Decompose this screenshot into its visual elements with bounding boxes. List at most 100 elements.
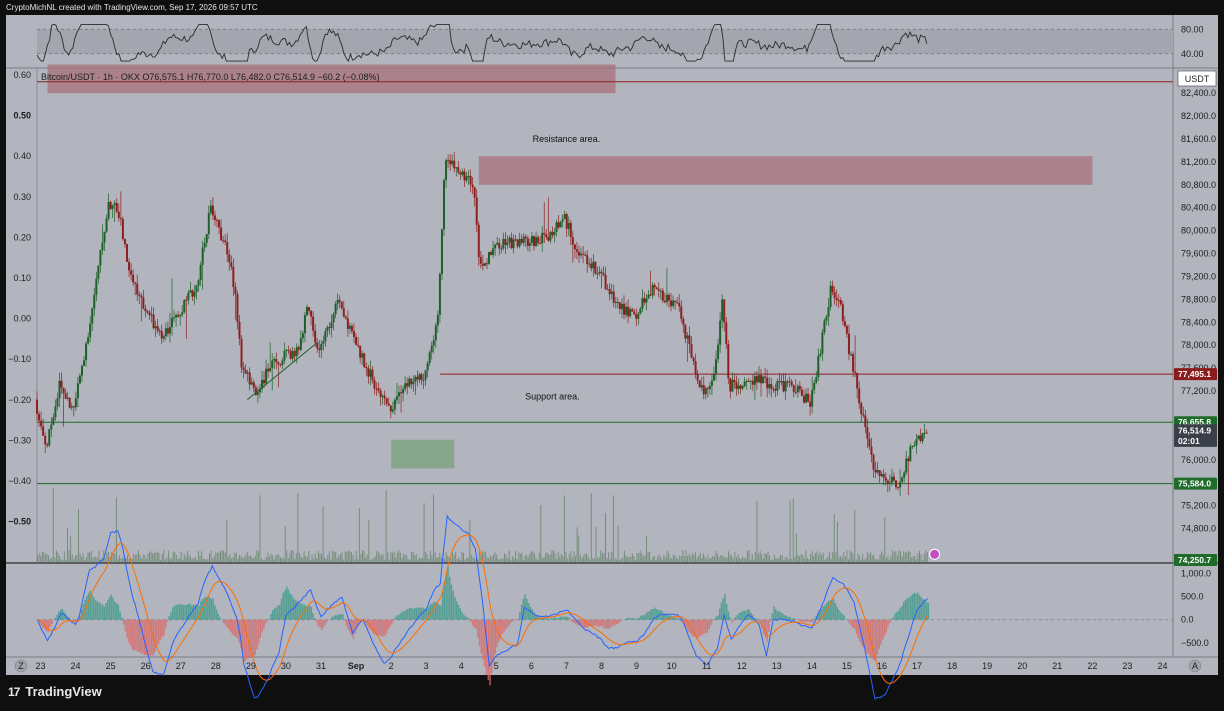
volume-bar xyxy=(896,555,898,562)
macd-histogram-bar xyxy=(98,602,100,620)
rsi-line xyxy=(36,23,928,63)
volume-bar xyxy=(813,555,815,562)
volume-bar xyxy=(131,558,133,562)
volume-bar xyxy=(892,550,894,562)
volume-bar xyxy=(849,550,851,562)
auto-scale-button-label: A xyxy=(1192,661,1198,671)
macd-histogram-bar xyxy=(317,619,319,626)
volume-bar xyxy=(406,555,408,562)
volume-bar xyxy=(559,556,561,562)
candle-body xyxy=(412,381,415,385)
volume-bar xyxy=(601,552,603,562)
macd-histogram-bar xyxy=(585,619,588,629)
macd-histogram-bar xyxy=(156,619,158,647)
volume-bar xyxy=(180,551,182,562)
candle-body xyxy=(678,303,681,307)
volume-bar xyxy=(788,559,790,562)
candle-body xyxy=(136,283,139,295)
volume-bar xyxy=(297,492,299,562)
candle-body xyxy=(346,318,349,329)
macd-histogram-bar xyxy=(306,605,309,620)
macd-histogram-bar xyxy=(342,614,344,620)
currency-button[interactable] xyxy=(1177,70,1217,87)
candle-body xyxy=(99,250,102,266)
volume-bar xyxy=(136,553,138,562)
candle-body xyxy=(111,205,114,209)
macd-histogram-bar xyxy=(787,617,789,620)
candle-body xyxy=(226,242,229,255)
candle-body xyxy=(76,383,79,399)
candle-body xyxy=(473,187,476,198)
macd-histogram-bar xyxy=(645,613,647,620)
volume-bar xyxy=(623,550,625,562)
macd-histogram-bar xyxy=(922,599,924,620)
candle-body xyxy=(242,367,245,370)
macd-histogram-bar xyxy=(648,611,651,620)
macd-histogram-bar xyxy=(370,619,372,631)
macd-histogram-bar xyxy=(492,619,495,663)
macd-histogram-bar xyxy=(285,586,288,620)
candle-body xyxy=(909,446,912,462)
candle-body xyxy=(809,401,812,407)
volume-bar xyxy=(557,551,559,562)
macd-histogram-bar xyxy=(831,599,833,620)
volume-bar xyxy=(639,550,641,562)
macd-histogram-bar xyxy=(496,619,498,648)
volume-bar xyxy=(227,556,229,562)
volume-bar xyxy=(186,550,188,562)
volume-bar xyxy=(215,552,217,562)
candle-body xyxy=(416,376,419,380)
candle-body xyxy=(618,302,621,310)
macd-histogram-bar xyxy=(780,612,782,620)
macd-histogram-bar xyxy=(110,594,113,620)
candle-body xyxy=(575,249,578,252)
volume-bar xyxy=(339,553,341,562)
volume-bar xyxy=(456,558,458,562)
macd-histogram-bar xyxy=(177,604,179,620)
macd-histogram-bar xyxy=(897,610,900,620)
macd-histogram-bar xyxy=(725,603,728,620)
volume-bar xyxy=(270,553,272,562)
auto-scale-button[interactable] xyxy=(1188,659,1202,673)
candle-body xyxy=(185,299,188,301)
macd-histogram-bar xyxy=(892,617,895,620)
candle-body xyxy=(811,389,814,407)
candle-body xyxy=(273,358,276,361)
macd-histogram-bar xyxy=(321,619,323,631)
macd-histogram-bar xyxy=(813,618,816,620)
volume-bar xyxy=(652,556,654,562)
zoom-button[interactable] xyxy=(14,659,28,673)
candle-body xyxy=(774,388,777,391)
candle-body xyxy=(46,444,49,446)
time-axis-label: 2 xyxy=(389,661,394,671)
candle-body xyxy=(283,350,286,361)
volume-bar xyxy=(234,552,236,562)
macd-histogram-bar xyxy=(899,607,902,620)
volume-bar xyxy=(218,552,220,562)
volume-bar xyxy=(795,533,797,562)
volume-bar xyxy=(570,550,572,562)
support-zone xyxy=(391,439,455,469)
price-tag: 74,250.7 xyxy=(1174,553,1217,566)
macd-histogram-bar xyxy=(175,604,177,620)
volume-bar xyxy=(360,553,362,562)
candle-body xyxy=(602,272,605,275)
candle-body xyxy=(843,321,846,327)
candle-body xyxy=(547,236,550,241)
macd-histogram-bar xyxy=(333,616,335,620)
candle-body xyxy=(925,432,928,434)
candle-body xyxy=(438,274,441,315)
volume-bar xyxy=(253,558,255,562)
macd-histogram-bar xyxy=(727,611,730,620)
macd-histogram-bar xyxy=(233,619,235,636)
price-axis-label: 82,400.0 xyxy=(1181,88,1216,98)
support-annotation: Support area. xyxy=(525,392,580,402)
volume-bar xyxy=(347,550,349,562)
macd-histogram-bar xyxy=(405,610,407,620)
candle-body xyxy=(776,381,779,391)
macd-histogram-bar xyxy=(597,619,600,628)
macd-histogram-bar xyxy=(676,617,679,620)
candle-body xyxy=(60,380,63,388)
volume-bar xyxy=(213,555,215,562)
